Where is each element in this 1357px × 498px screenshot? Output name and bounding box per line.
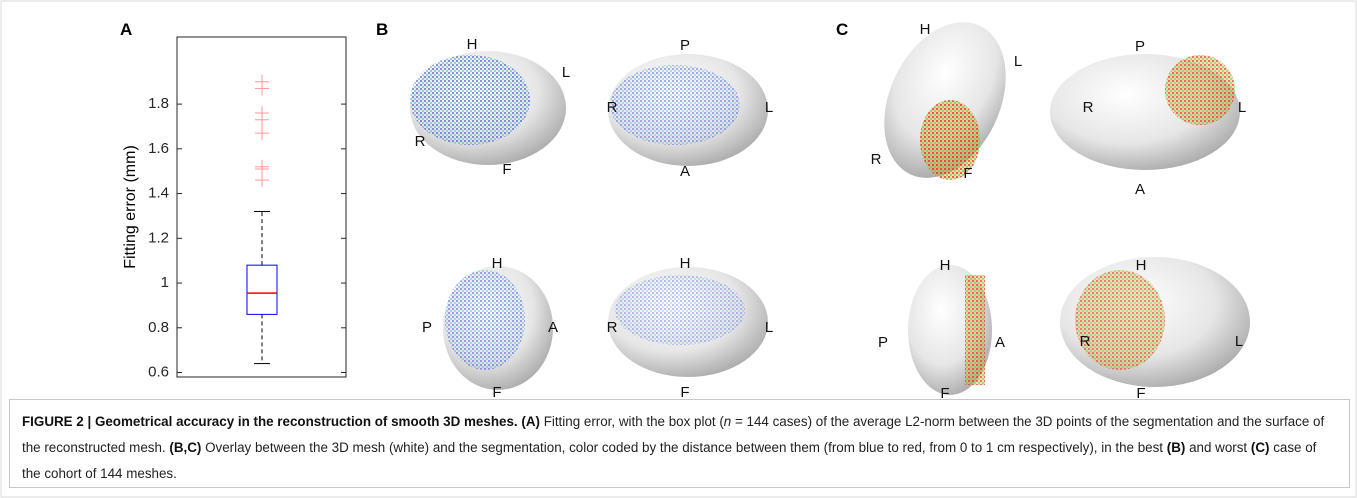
overlay xyxy=(1075,270,1165,370)
caption-text: Fitting error, with the box plot ( xyxy=(544,414,724,429)
view-label: L xyxy=(1235,333,1243,350)
view-label: P xyxy=(878,334,888,351)
y-tick-label: 1.8 xyxy=(148,95,169,112)
overlay xyxy=(1165,55,1235,125)
panel-c: C xyxy=(836,2,1250,395)
caption-ref: (B,C) xyxy=(169,440,201,455)
y-tick-label: 1.6 xyxy=(148,140,169,157)
view-label: R xyxy=(607,99,618,116)
view-label: L xyxy=(1014,53,1022,70)
y-tick-label: 0.8 xyxy=(148,319,169,336)
view-label: P xyxy=(680,37,690,54)
overlay xyxy=(410,55,530,145)
view-label: A xyxy=(1135,181,1145,198)
view-label: H xyxy=(920,21,931,38)
view-label: H xyxy=(1136,257,1147,274)
view-label: H xyxy=(680,255,691,272)
y-tick-label: 1.4 xyxy=(148,185,169,202)
view-label: L xyxy=(765,99,773,116)
view-label: H xyxy=(492,255,503,272)
outlier xyxy=(255,160,269,174)
y-tick-label: 1 xyxy=(161,274,169,291)
caption-text: n xyxy=(724,414,731,429)
y-tick-label: 0.6 xyxy=(148,363,169,380)
y-axis-label: Fitting error (mm) xyxy=(122,145,139,269)
view-label: L xyxy=(1238,99,1246,116)
caption-text: Overlay between the 3D mesh (white) and … xyxy=(205,440,1163,455)
view-label: H xyxy=(467,36,478,53)
view-label: L xyxy=(562,64,570,81)
view-label: R xyxy=(415,133,426,150)
view-label: F xyxy=(502,161,511,178)
panel-label: B xyxy=(376,20,388,39)
overlay xyxy=(445,270,525,370)
outlier xyxy=(255,106,269,120)
view-label: L xyxy=(765,319,773,336)
y-tick-label: 1.2 xyxy=(148,229,169,246)
view-label: A xyxy=(548,319,558,336)
view-label: P xyxy=(1135,38,1145,55)
overlay xyxy=(610,65,740,145)
caption: FIGURE 2 | Geometrical accuracy in the r… xyxy=(9,399,1350,488)
view-label: R xyxy=(1083,99,1094,116)
box-plot-panel: A Fitting error (mm) 0.6 0.8 1 1.2 1.4 1.6 1.8 xyxy=(120,20,346,380)
overlay xyxy=(615,275,745,345)
caption-text: and worst xyxy=(1189,440,1247,455)
panel-label: A xyxy=(120,20,132,39)
panel-label: C xyxy=(836,20,848,39)
view-label: H xyxy=(940,257,951,274)
page: {"chart_data": {"type": "box", "panel_la… xyxy=(0,0,1357,498)
caption-ref: (B) xyxy=(1167,440,1186,455)
caption-title: FIGURE 2 | Geometrical accuracy in the r… xyxy=(22,414,518,429)
view-label: A xyxy=(995,334,1005,351)
view-label: R xyxy=(1080,333,1091,350)
view-label: A xyxy=(680,163,690,180)
view-label: F xyxy=(963,165,972,182)
outlier xyxy=(255,126,269,140)
view-label: P xyxy=(422,319,432,336)
caption-ref: (A) xyxy=(521,414,540,429)
outlier xyxy=(255,75,269,89)
view-label: R xyxy=(871,151,882,168)
box xyxy=(247,265,277,314)
caption-ref: (C) xyxy=(1251,440,1270,455)
overlay xyxy=(965,275,985,385)
panel-b: B xyxy=(376,20,768,390)
view-label: R xyxy=(607,319,618,336)
